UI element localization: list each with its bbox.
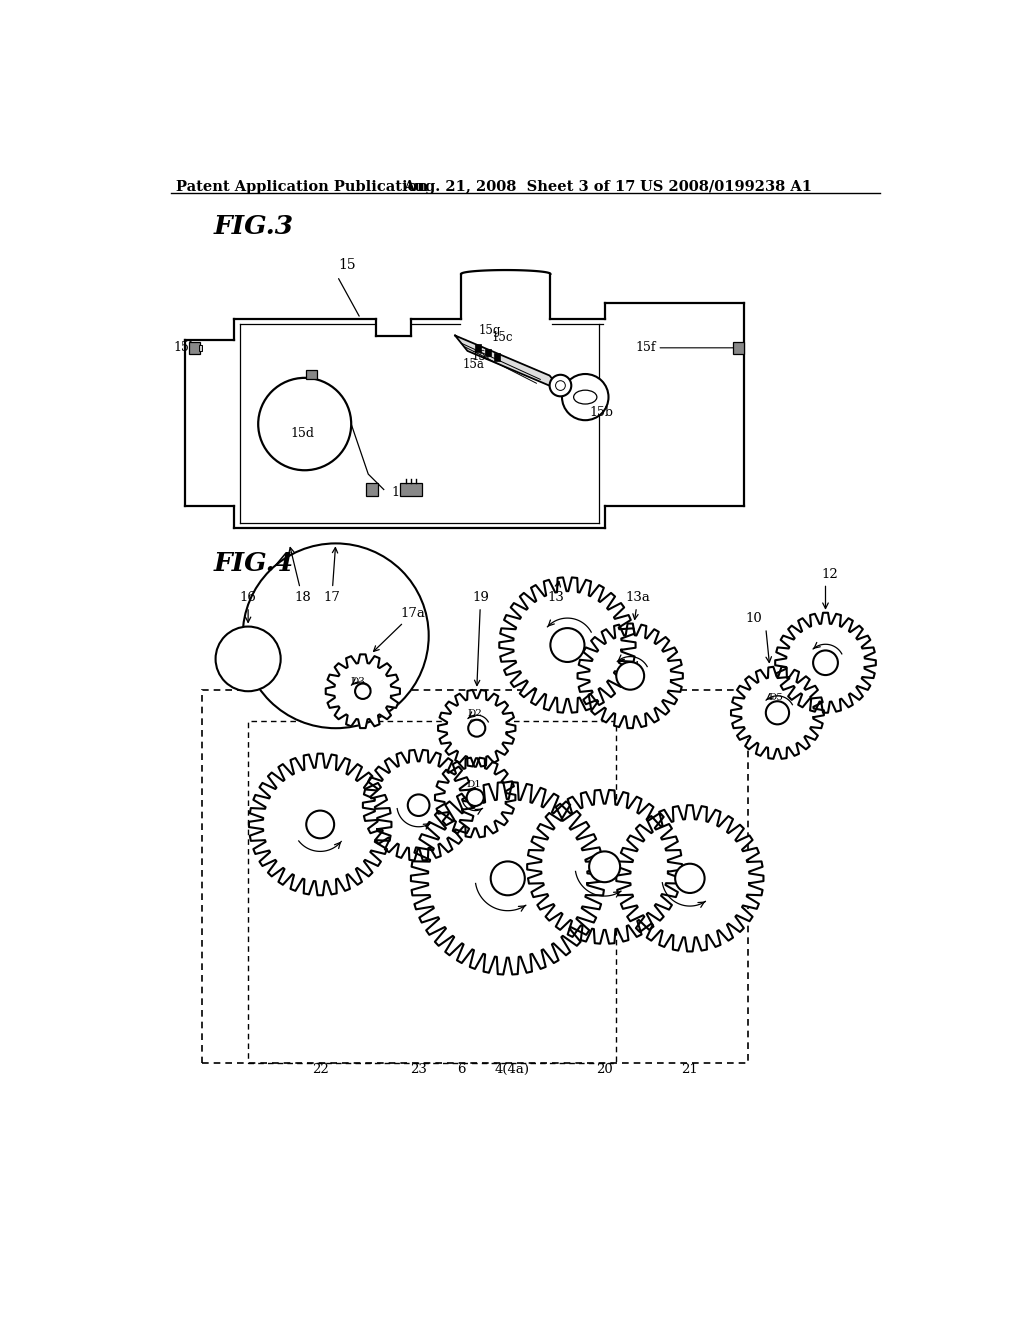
Text: D4: D4 <box>625 661 640 671</box>
Bar <box>248 721 616 1063</box>
Polygon shape <box>435 758 515 837</box>
Polygon shape <box>362 750 474 861</box>
Text: 15c: 15c <box>492 331 513 345</box>
Circle shape <box>616 663 644 690</box>
Text: 22: 22 <box>312 1063 329 1076</box>
Circle shape <box>766 701 790 725</box>
Text: Patent Application Publication: Patent Application Publication <box>176 180 428 194</box>
Text: 15i: 15i <box>472 350 490 363</box>
Text: 15e: 15e <box>391 486 415 499</box>
Text: Aug. 21, 2008  Sheet 3 of 17: Aug. 21, 2008 Sheet 3 of 17 <box>403 180 636 194</box>
Circle shape <box>813 651 838 675</box>
Circle shape <box>468 719 485 737</box>
Bar <box>733 342 744 354</box>
Bar <box>400 483 422 496</box>
Polygon shape <box>775 612 876 713</box>
Text: C3: C3 <box>353 688 369 697</box>
Polygon shape <box>527 789 682 944</box>
Circle shape <box>216 627 281 692</box>
Text: 19: 19 <box>472 591 489 685</box>
Polygon shape <box>455 335 562 391</box>
Text: 17a: 17a <box>374 607 426 651</box>
Bar <box>494 354 500 360</box>
Circle shape <box>490 862 524 895</box>
Text: D2: D2 <box>468 709 482 718</box>
Text: D3: D3 <box>350 677 366 685</box>
Circle shape <box>589 851 621 882</box>
Circle shape <box>243 544 429 729</box>
Circle shape <box>467 789 483 807</box>
Text: 15: 15 <box>339 259 356 272</box>
Text: 10: 10 <box>745 612 763 624</box>
Text: US 2008/0199238 A1: US 2008/0199238 A1 <box>640 180 811 194</box>
Text: 13: 13 <box>548 581 564 605</box>
Text: 21: 21 <box>682 1063 698 1076</box>
Text: 15g: 15g <box>478 323 501 337</box>
Text: 18: 18 <box>289 548 310 605</box>
Polygon shape <box>249 754 391 895</box>
Polygon shape <box>616 805 764 952</box>
Text: 16: 16 <box>240 591 257 623</box>
Circle shape <box>550 375 571 396</box>
Polygon shape <box>411 783 604 974</box>
Polygon shape <box>500 577 636 713</box>
Bar <box>475 345 481 351</box>
Bar <box>189 342 200 354</box>
Text: 20: 20 <box>596 1063 613 1076</box>
Text: 17: 17 <box>324 548 340 605</box>
Text: 15h: 15h <box>173 342 197 354</box>
Text: 15f: 15f <box>636 342 656 354</box>
Circle shape <box>258 378 351 470</box>
Text: 6: 6 <box>457 1063 466 1076</box>
Bar <box>202 689 748 1063</box>
Text: FIG.4: FIG.4 <box>213 552 293 576</box>
Text: C1: C1 <box>466 789 481 799</box>
Text: D1: D1 <box>466 780 481 789</box>
Circle shape <box>355 684 371 700</box>
Text: 4(4a): 4(4a) <box>495 1063 529 1076</box>
Polygon shape <box>438 690 515 767</box>
Circle shape <box>306 810 334 838</box>
Circle shape <box>550 628 585 663</box>
Bar <box>484 348 490 356</box>
Bar <box>366 483 378 496</box>
Text: C2: C2 <box>468 719 482 727</box>
Text: 15a: 15a <box>463 358 484 371</box>
Circle shape <box>408 795 429 816</box>
Text: 15b: 15b <box>589 407 613 418</box>
Bar <box>199 345 203 351</box>
Text: 13a: 13a <box>626 591 650 619</box>
Text: 23: 23 <box>411 1063 427 1076</box>
Bar <box>306 370 317 379</box>
Text: 15d: 15d <box>291 426 314 440</box>
Text: 12: 12 <box>821 568 838 581</box>
Circle shape <box>675 863 705 892</box>
Polygon shape <box>731 667 824 759</box>
Text: C4: C4 <box>769 704 783 713</box>
Circle shape <box>562 374 608 420</box>
Text: FIG.3: FIG.3 <box>213 214 293 239</box>
Polygon shape <box>578 623 683 729</box>
Text: D5: D5 <box>768 693 783 702</box>
Polygon shape <box>326 655 400 729</box>
